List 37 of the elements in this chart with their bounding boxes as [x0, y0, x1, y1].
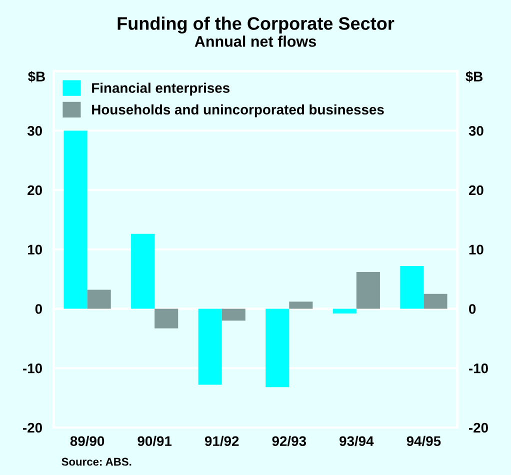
bar: [289, 302, 313, 309]
y2-axis-title: $B: [466, 71, 483, 82]
x-tick-label: 90/91: [138, 436, 172, 446]
y2-tick-label: -20: [469, 422, 488, 433]
bar: [356, 272, 380, 309]
chart-subtitle: Annual net flows: [194, 36, 316, 47]
legend-label: Households and unincorporated businesses: [92, 104, 384, 118]
bar: [131, 234, 155, 309]
chart-title: Funding of the Corporate Sector: [118, 16, 394, 34]
y-tick-label: -10: [23, 363, 42, 374]
y-axis-title: $B: [28, 71, 45, 82]
legend-label: Financial enterprises: [92, 82, 230, 96]
bar: [266, 308, 290, 388]
y-tick-label: 0: [35, 304, 42, 314]
source-note: Source: ABS.: [62, 458, 132, 466]
y2-tick-label: 20: [468, 185, 484, 196]
bar: [424, 294, 448, 309]
x-tick-label: 93/94: [340, 436, 374, 446]
bar: [332, 308, 356, 314]
y-tick-label: 30: [27, 126, 42, 136]
y-tick-label: 20: [28, 185, 42, 196]
x-tick-label: 92/93: [272, 436, 306, 446]
bar: [154, 308, 178, 328]
x-tick-label: 89/90: [70, 436, 104, 446]
y2-tick-label: 30: [468, 126, 484, 136]
y2-tick-label: 0: [469, 304, 476, 314]
y-tick-label: -20: [23, 422, 42, 433]
y-tick-label: 10: [28, 244, 42, 255]
y2-tick-label: -10: [469, 363, 488, 374]
bar: [64, 130, 88, 309]
bar: [400, 266, 424, 309]
x-tick-label: 94/95: [406, 436, 441, 446]
x-tick-label: 91/92: [204, 436, 239, 446]
bar: [87, 290, 111, 309]
bar: [198, 308, 222, 385]
y2-tick-label: 10: [469, 244, 484, 255]
bar: [222, 308, 246, 321]
